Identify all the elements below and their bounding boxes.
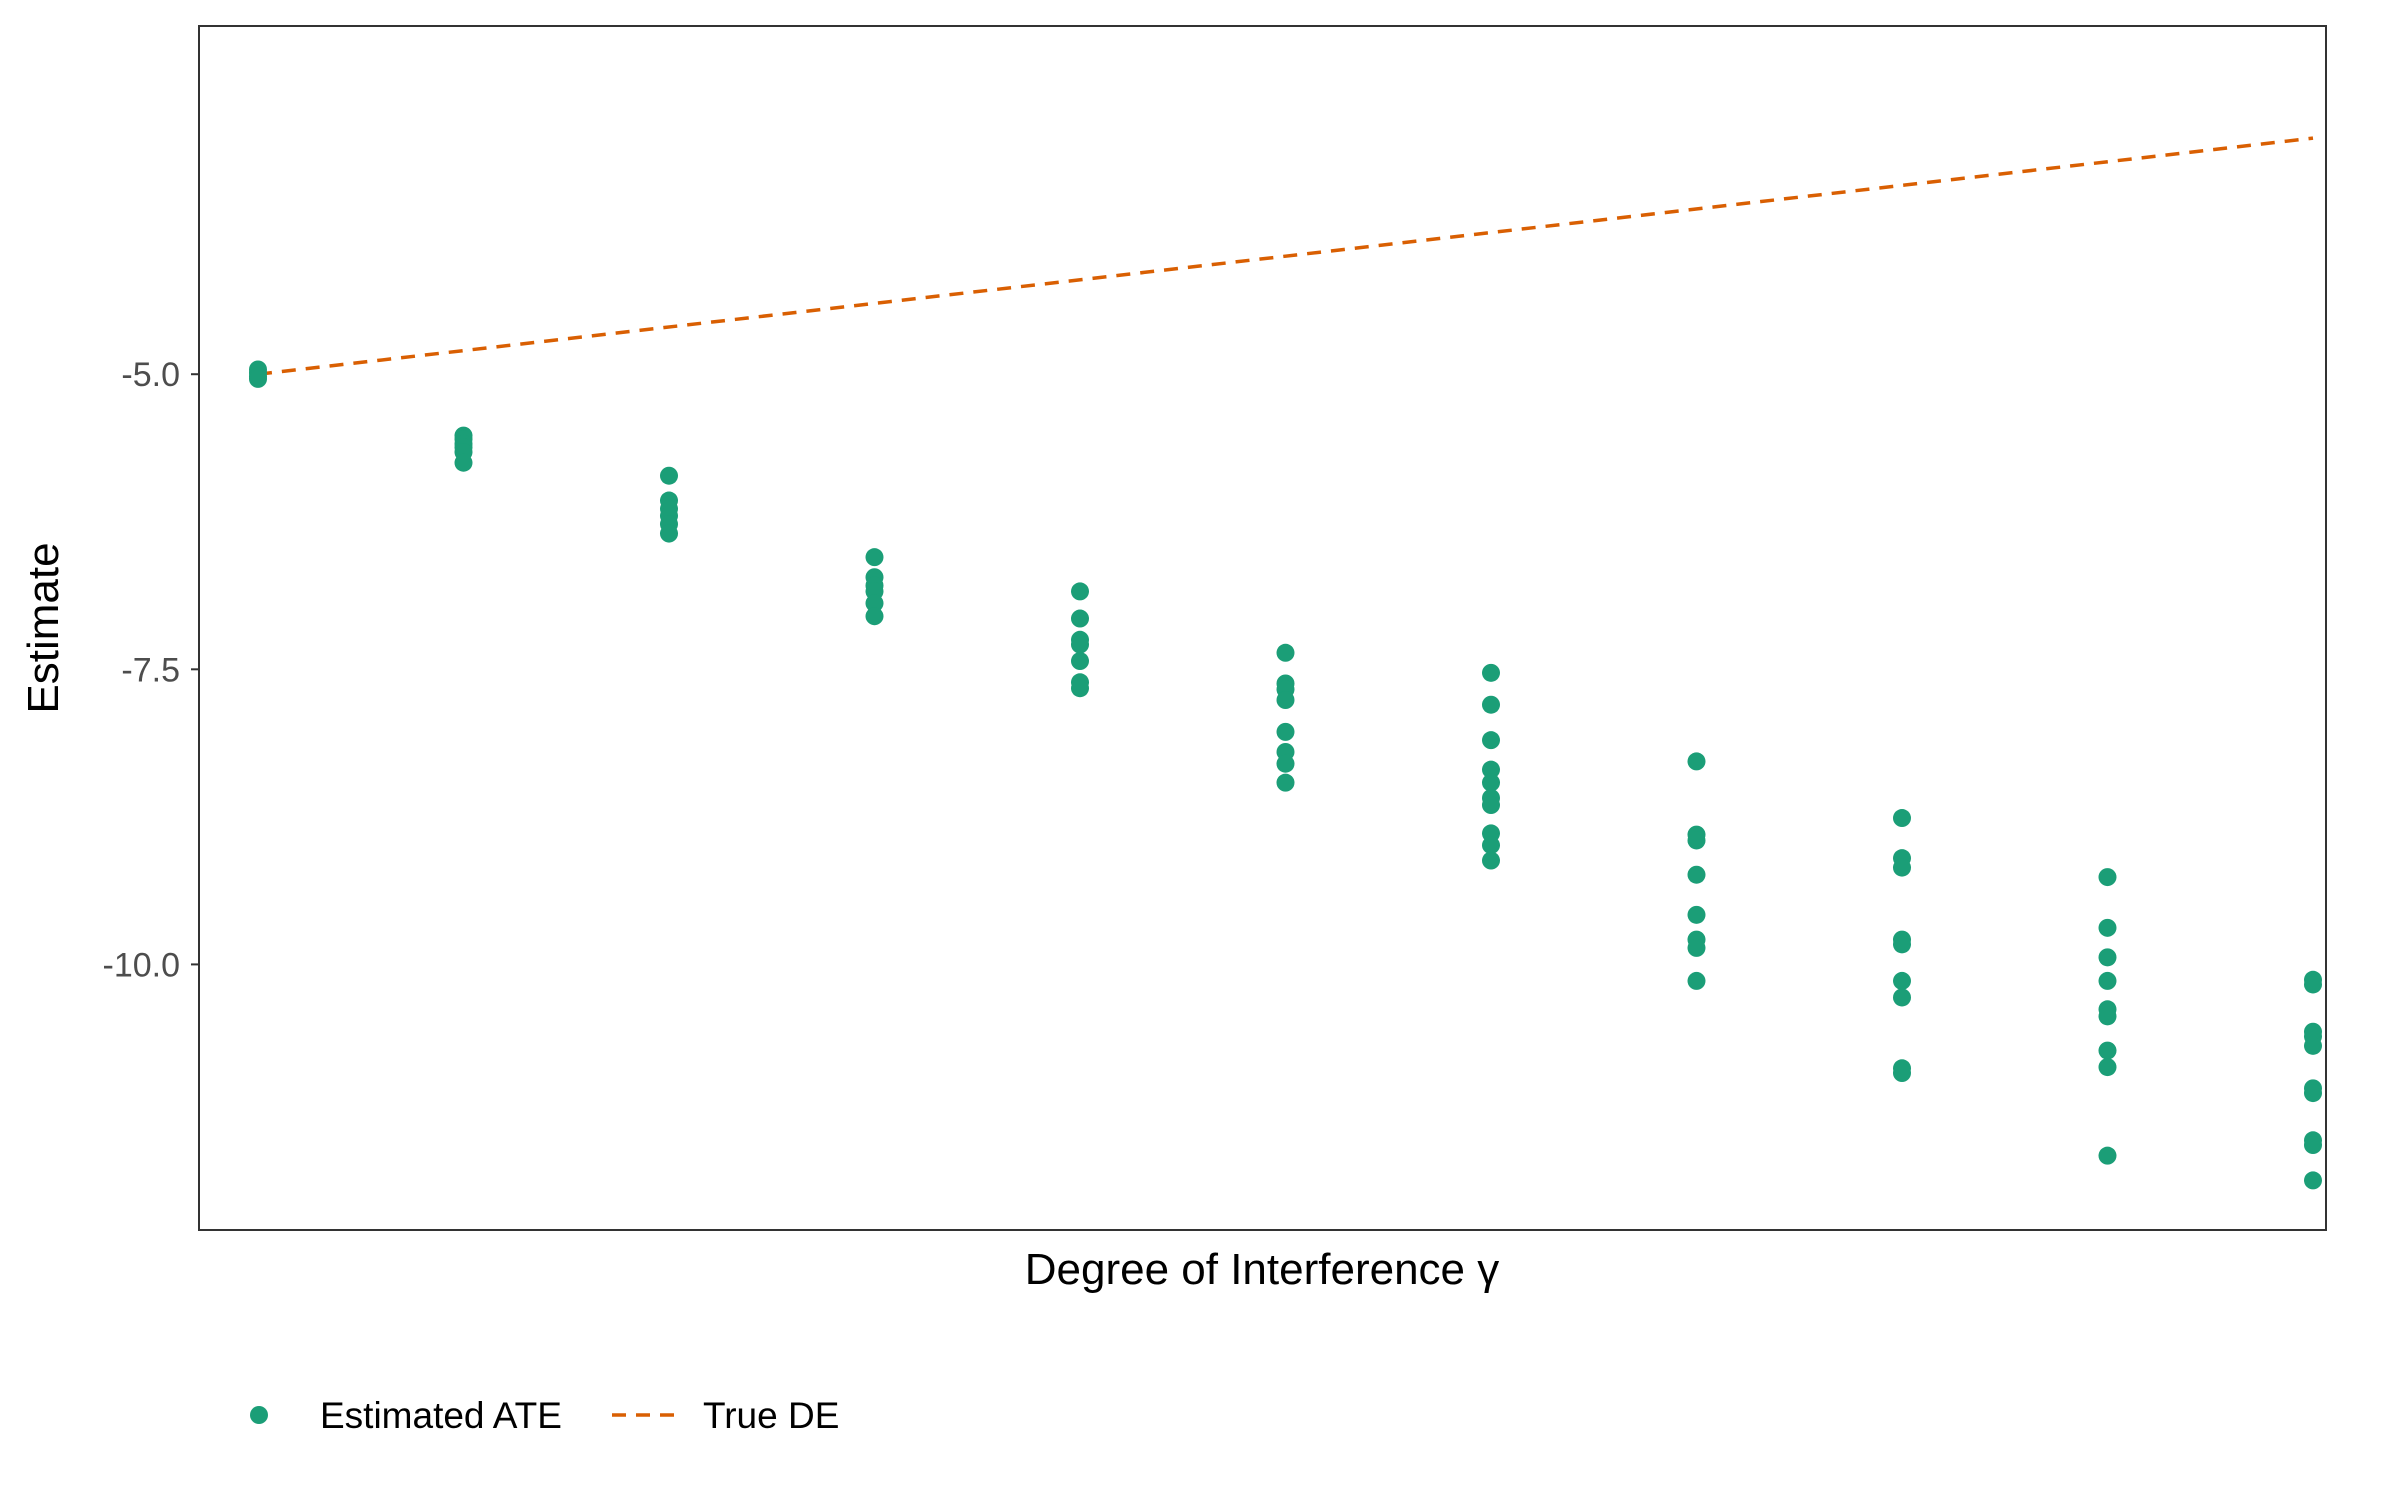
legend-label-estimated-ate: Estimated ATE [320, 1395, 562, 1436]
data-point [1276, 691, 1295, 710]
data-point [1687, 971, 1706, 990]
y-axis-ticks: -5.0 -7.5 -10.0 [103, 356, 199, 984]
data-point [1482, 773, 1500, 792]
y-tick-label: -7.5 [121, 651, 180, 689]
data-point [1893, 858, 1911, 877]
data-point [1276, 773, 1295, 792]
data-point [249, 369, 267, 388]
legend: Estimated ATE True DE [250, 1395, 839, 1436]
true-de-line [257, 136, 2314, 376]
data-point [1893, 971, 1911, 990]
data-point [2098, 918, 2117, 937]
data-point [1482, 851, 1500, 870]
data-point [2098, 868, 2117, 887]
data-point [1482, 731, 1500, 750]
data-point [1071, 582, 1089, 601]
data-point [1893, 809, 1911, 828]
data-point [2098, 1007, 2117, 1026]
data-point [2304, 1136, 2322, 1155]
data-point [1893, 935, 1911, 954]
data-point [660, 466, 678, 485]
legend-label-true-de: True DE [703, 1395, 839, 1436]
data-point [1071, 635, 1089, 654]
data-point [1687, 752, 1706, 771]
x-axis-label: Degree of Interference γ [1025, 1245, 1499, 1294]
data-point [865, 594, 884, 613]
data-point [2304, 1171, 2322, 1190]
data-point [1687, 831, 1706, 850]
data-point [2098, 971, 2117, 990]
data-point [1482, 760, 1500, 779]
data-point [2098, 1058, 2117, 1077]
data-point [1687, 938, 1706, 957]
data-point [1482, 836, 1500, 855]
data-point [1071, 609, 1089, 628]
data-point [1893, 988, 1911, 1007]
data-point [1276, 722, 1295, 741]
data-point [1071, 652, 1089, 671]
data-point [1687, 905, 1706, 924]
data-point [2304, 1084, 2322, 1103]
legend-key-point [250, 1406, 268, 1424]
data-point [865, 607, 884, 626]
y-tick-label: -10.0 [103, 946, 181, 984]
data-point [2304, 975, 2322, 994]
data-point [2098, 1146, 2117, 1165]
data-point [1276, 643, 1295, 662]
data-point [2304, 1036, 2322, 1055]
y-axis-label: Estimate [19, 542, 68, 713]
data-point [660, 524, 678, 543]
data-point [1893, 1064, 1911, 1083]
data-point [2098, 948, 2117, 967]
true-de-line-layer [257, 136, 2314, 376]
data-point [1071, 679, 1089, 698]
data-point [454, 453, 473, 472]
data-point [1482, 796, 1500, 815]
data-point [865, 548, 884, 567]
y-tick-label: -5.0 [121, 356, 180, 394]
data-point [1276, 754, 1295, 773]
data-point [2098, 1041, 2117, 1060]
data-point [1687, 865, 1706, 884]
plot-panel [198, 25, 2327, 1231]
estimated-ate-points-layer [249, 360, 2322, 1190]
data-point [1482, 663, 1500, 682]
data-point [1482, 695, 1500, 714]
